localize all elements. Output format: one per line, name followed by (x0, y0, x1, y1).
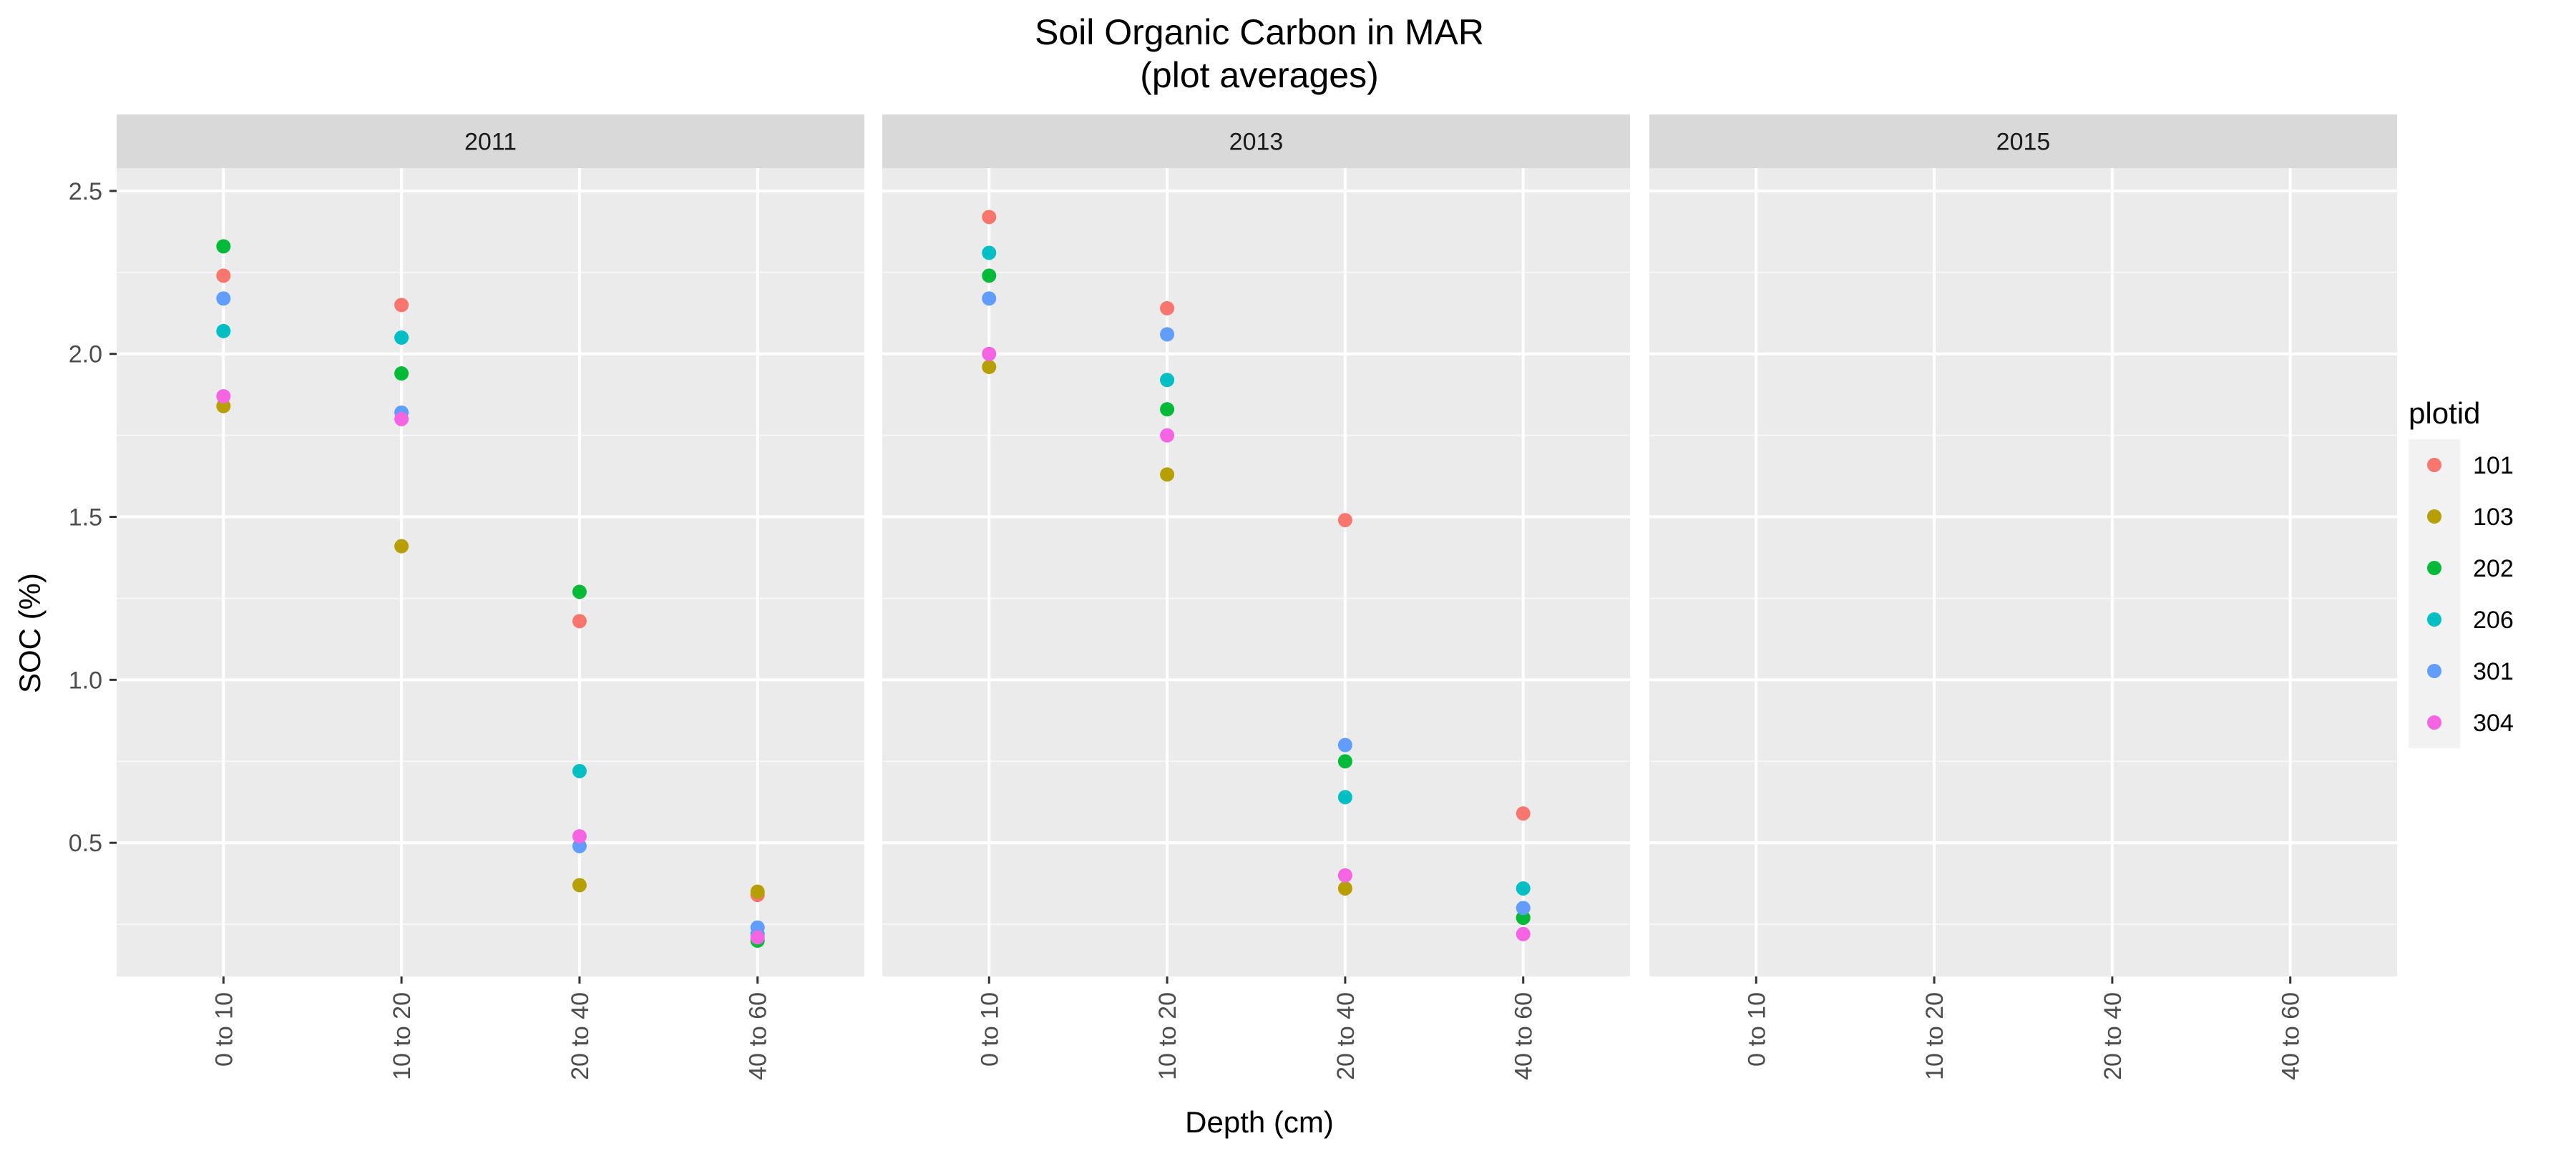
legend-label-301: 301 (2473, 658, 2514, 685)
point-plot-301-20-to-40 (1337, 738, 1352, 753)
y-tick-label: 2.5 (69, 178, 102, 205)
y-axis-title: SOC (%) (13, 573, 47, 693)
x-tick-label: 40 to 60 (1511, 992, 1538, 1080)
panel-background (1649, 168, 2397, 976)
x-tick-label: 0 to 10 (210, 992, 238, 1067)
legend-swatch-301 (2427, 664, 2441, 678)
point-plot-101-10-to-20 (394, 298, 409, 313)
point-plot-301-0-to-10 (982, 291, 997, 306)
facet-strip-label: 2013 (1229, 129, 1284, 156)
y-tick-label: 0.5 (69, 830, 102, 857)
y-tick-label: 1.5 (69, 504, 102, 532)
panel-background (882, 168, 1630, 976)
legend-label-304: 304 (2473, 710, 2514, 737)
x-axis-title: Depth (cm) (1185, 1105, 1334, 1139)
point-plot-206-40-to-60 (1516, 881, 1531, 896)
chart-subtitle: (plot averages) (1140, 55, 1379, 95)
x-tick-label: 0 to 10 (976, 992, 1003, 1067)
point-plot-301-0-to-10 (216, 291, 231, 306)
legend-swatch-206 (2427, 612, 2441, 627)
legend: plotid 101 103 202 206 301 304 (2409, 396, 2514, 748)
point-plot-202-40-to-60 (1516, 910, 1531, 925)
legend-label-206: 206 (2473, 607, 2514, 634)
y-tick-label: 1.0 (69, 667, 102, 694)
facet-strip-label: 2015 (1996, 129, 2051, 156)
point-plot-304-10-to-20 (1160, 428, 1175, 443)
point-plot-206-10-to-20 (394, 330, 409, 345)
legend-label-202: 202 (2473, 555, 2514, 582)
point-plot-202-0-to-10 (216, 239, 231, 254)
point-plot-202-10-to-20 (394, 366, 409, 381)
point-plot-301-10-to-20 (1160, 327, 1175, 342)
facet-panel-2013: 2013 0 to 10 10 to 20 20 to 40 40 to 60 (882, 114, 1630, 1080)
facet-strip (882, 114, 1630, 168)
point-plot-101-20-to-40 (572, 614, 587, 629)
point-plot-206-20-to-40 (572, 763, 587, 778)
point-plot-206-20-to-40 (1337, 790, 1352, 805)
point-plot-301-40-to-60 (1516, 901, 1531, 916)
legend-swatch-202 (2427, 561, 2441, 575)
point-plot-103-0-to-10 (982, 359, 997, 374)
point-plot-202-20-to-40 (572, 584, 587, 599)
point-plot-304-20-to-40 (1337, 868, 1352, 883)
point-plot-304-40-to-60 (1516, 926, 1531, 941)
point-plot-202-10-to-20 (1160, 402, 1175, 417)
x-tick-label: 40 to 60 (2278, 992, 2305, 1080)
point-plot-103-20-to-40 (572, 878, 587, 893)
facet-strip-label: 2011 (464, 129, 517, 156)
point-plot-304-20-to-40 (572, 829, 587, 844)
point-plot-202-20-to-40 (1337, 754, 1352, 769)
x-tick-label: 10 to 20 (389, 992, 416, 1080)
x-tick-label: 20 to 40 (1332, 992, 1360, 1080)
point-plot-103-20-to-40 (1337, 881, 1352, 896)
facet-panel-2011: 2011 0 to 10 10 to 20 20 to 40 40 to 60 (117, 114, 864, 1080)
facet-panel-2015: 2015 0 to 10 10 to 20 20 to 40 40 to 60 (1649, 114, 2397, 1080)
facet-strip (117, 114, 864, 168)
point-plot-101-10-to-20 (1160, 300, 1175, 315)
point-plot-206-0-to-10 (982, 245, 997, 260)
point-plot-101-0-to-10 (216, 268, 231, 283)
facet-strip (1649, 114, 2397, 168)
y-tick-label: 2.0 (69, 341, 102, 368)
legend-swatch-103 (2427, 509, 2441, 524)
x-tick-label: 20 to 40 (567, 992, 594, 1080)
legend-label-103: 103 (2473, 504, 2514, 531)
point-plot-301-40-to-60 (750, 920, 765, 935)
legend-label-101: 101 (2473, 452, 2514, 479)
legend-title: plotid (2409, 396, 2480, 430)
point-plot-304-0-to-10 (216, 388, 231, 403)
point-plot-101-40-to-60 (1516, 806, 1531, 821)
point-plot-101-20-to-40 (1337, 513, 1352, 528)
y-axis: 0.5 1.0 1.5 2.0 2.5 (69, 178, 117, 857)
point-plot-202-0-to-10 (982, 268, 997, 283)
point-plot-103-0-to-10 (216, 398, 231, 413)
point-plot-301-20-to-40 (572, 838, 587, 853)
x-tick-label: 20 to 40 (2099, 992, 2127, 1080)
legend-swatch-101 (2427, 458, 2441, 472)
x-tick-label: 10 to 20 (1921, 992, 1948, 1080)
chart-title: Soil Organic Carbon in MAR (1035, 12, 1484, 52)
point-plot-103-10-to-20 (394, 539, 409, 554)
point-plot-206-10-to-20 (1160, 373, 1175, 388)
x-tick-label: 10 to 20 (1154, 992, 1181, 1080)
point-plot-206-0-to-10 (216, 323, 231, 338)
point-plot-103-10-to-20 (1160, 467, 1175, 482)
x-tick-label: 0 to 10 (1743, 992, 1770, 1067)
point-plot-304-40-to-60 (750, 930, 765, 945)
legend-swatch-304 (2427, 715, 2441, 730)
x-tick-label: 40 to 60 (745, 992, 772, 1080)
panel-background (117, 168, 864, 976)
point-plot-101-0-to-10 (982, 210, 997, 225)
facet-panels: 2011 0 to 10 10 to 20 20 to 40 40 to 60 2013 0… (117, 114, 2397, 1080)
point-plot-304-10-to-20 (394, 411, 409, 426)
point-plot-304-0-to-10 (982, 346, 997, 361)
point-plot-103-40-to-60 (750, 884, 765, 899)
